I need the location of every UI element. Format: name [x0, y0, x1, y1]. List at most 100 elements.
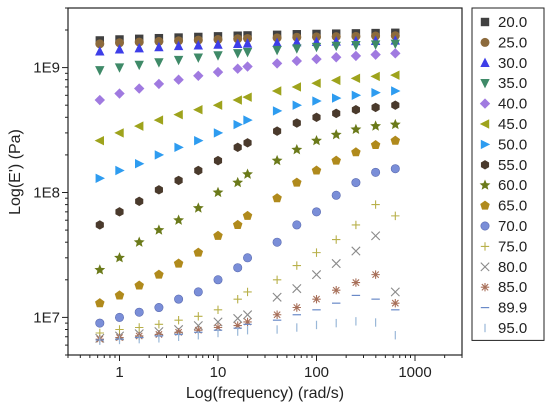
legend-label: 85.0: [498, 279, 527, 296]
data-point: [233, 142, 242, 153]
data-point: [292, 220, 302, 230]
data-point: [243, 317, 252, 327]
data-point: [213, 39, 223, 49]
data-point: [233, 38, 243, 49]
data-point: [213, 128, 224, 138]
data-point: [311, 53, 322, 65]
y-axis-title: Log(E') (Pa): [7, 129, 24, 215]
data-point: [134, 121, 144, 131]
data-point: [173, 74, 184, 85]
data-point: [95, 298, 105, 308]
data-point: [272, 292, 282, 302]
data-point: [272, 37, 282, 47]
data-point: [292, 100, 303, 110]
x-tick-label: 1000: [398, 364, 431, 381]
data-point: [370, 71, 380, 82]
legend-marker: [480, 242, 490, 251]
data-point: [331, 41, 341, 52]
legend-marker: [480, 37, 490, 47]
data-point: [390, 164, 400, 174]
data-point: [291, 55, 303, 67]
data-point: [271, 86, 282, 96]
legend-label: 35.0: [498, 75, 527, 92]
data-point: [115, 312, 125, 322]
series-50.0: [95, 86, 401, 183]
data-point: [371, 270, 380, 279]
data-point: [115, 165, 125, 176]
data-point: [194, 325, 203, 335]
series-45.0: [94, 70, 400, 146]
data-point: [311, 134, 322, 146]
data-point: [390, 48, 401, 59]
data-point: [114, 63, 125, 73]
data-point: [233, 49, 243, 59]
data-point: [153, 224, 165, 235]
data-point: [390, 135, 401, 145]
data-point: [331, 75, 341, 86]
data-point: [371, 200, 380, 209]
data-point: [212, 66, 224, 78]
legend-label: 40.0: [498, 96, 527, 113]
data-point: [291, 144, 303, 155]
data-point: [332, 108, 341, 119]
data-point: [242, 210, 253, 220]
data-point: [95, 46, 105, 56]
x-tick-label: 10: [210, 364, 227, 381]
series-75.0: [95, 200, 400, 338]
data-point: [272, 310, 282, 319]
data-point: [193, 40, 204, 50]
data-point: [94, 94, 106, 106]
data-point: [371, 102, 380, 113]
x-axis-title: Log(frequency) (rad/s): [186, 385, 344, 402]
data-point: [134, 83, 145, 94]
data-point: [312, 112, 321, 122]
legend-label: 80.0: [498, 259, 527, 276]
data-point: [192, 202, 204, 213]
legend-marker: [480, 221, 490, 231]
data-point: [212, 186, 224, 198]
data-point: [370, 140, 381, 150]
data-point: [292, 44, 302, 54]
data-point: [390, 70, 400, 80]
plot-frame: [67, 7, 463, 356]
data-point: [242, 168, 253, 179]
data-point: [193, 53, 204, 63]
data-point: [95, 39, 105, 49]
data-point: [154, 269, 164, 279]
data-point: [292, 118, 301, 128]
legend-marker: [480, 17, 490, 27]
legend-label: 75.0: [498, 238, 527, 255]
data-point: [370, 120, 382, 131]
data-point: [331, 258, 341, 269]
data-point: [311, 165, 322, 175]
data-point: [243, 138, 252, 148]
data-point: [173, 55, 184, 66]
series-40.0: [94, 48, 401, 106]
data-point: [134, 37, 144, 47]
data-point: [95, 66, 105, 76]
legend-marker: [480, 160, 490, 170]
data-point: [193, 105, 203, 115]
data-point: [371, 87, 381, 98]
data-point: [135, 196, 144, 207]
data-point: [193, 70, 204, 81]
data-point: [391, 86, 401, 96]
data-point: [242, 61, 253, 72]
plot-border: [67, 7, 463, 356]
legend-label: 55.0: [498, 157, 527, 174]
data-point: [233, 313, 243, 324]
legend-label: 30.0: [498, 55, 527, 72]
data-point: [232, 95, 242, 105]
data-point: [154, 320, 164, 329]
data-point: [312, 96, 322, 106]
data-point: [233, 321, 242, 330]
data-point: [213, 305, 223, 315]
data-point: [212, 100, 223, 110]
data-point: [153, 115, 164, 125]
data-point: [390, 39, 401, 50]
data-point: [114, 290, 125, 300]
data-point: [154, 58, 164, 68]
data-point: [351, 220, 361, 230]
